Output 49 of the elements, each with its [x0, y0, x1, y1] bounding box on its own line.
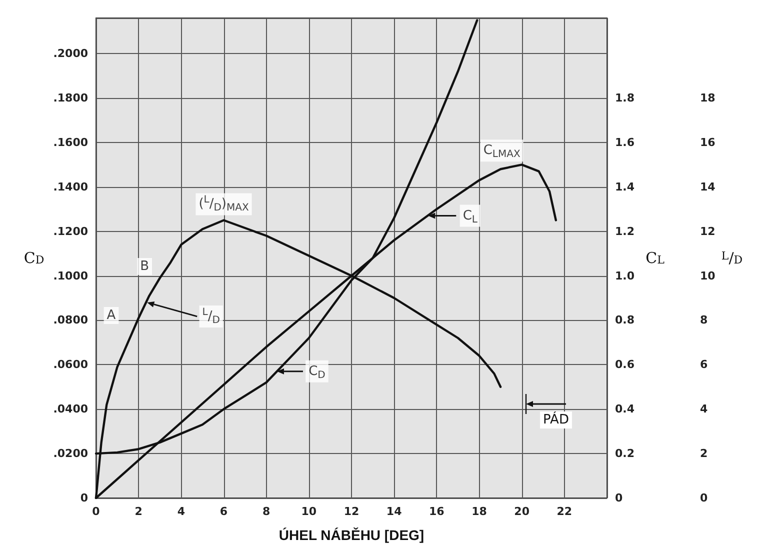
y2-tick-label: 0	[615, 492, 623, 504]
y-tick-label: .2000	[53, 47, 88, 60]
y-tick-label: .1000	[53, 269, 88, 282]
y-tick-label: .1600	[53, 136, 88, 149]
x-tick-label: 14	[386, 505, 402, 518]
y2-tick-label: 0.4	[615, 402, 635, 416]
y3-tick-label: 8	[700, 314, 708, 327]
x-axis-title: ÚHEL NÁBĚHU [DEG]	[278, 527, 424, 543]
y3-tick-label: 10	[700, 269, 716, 282]
y2-tick-label: 0.8	[615, 314, 634, 327]
y2-tick-label: 1.8	[615, 92, 634, 104]
x-tick-label: 12	[344, 505, 360, 518]
y-tick-label: .1400	[53, 180, 88, 194]
y3-tick-label: 14	[700, 180, 716, 194]
x-tick-label: 6	[220, 505, 228, 518]
x-tick-label: 0	[92, 505, 100, 518]
x-tick-label: 22	[556, 505, 572, 518]
annotation: B	[140, 258, 150, 274]
x-tick-label: 4	[177, 505, 186, 518]
y3-tick-label: 12	[700, 224, 716, 238]
y3-tick-label: 0	[700, 492, 708, 504]
y2-axis-title: CL	[646, 249, 666, 267]
y3-tick-label: 6	[700, 358, 708, 372]
y-tick-label: .1200	[53, 224, 88, 238]
y-axis-title: CD	[24, 249, 44, 267]
y2-tick-label: 0.6	[615, 358, 635, 372]
y2-tick-label: 0.2	[615, 447, 634, 460]
y-tick-label: .0800	[53, 314, 88, 327]
y3-tick-label: 16	[700, 136, 716, 149]
y-tick-label: 0	[80, 492, 88, 504]
y2-tick-label: 1.4	[615, 180, 635, 194]
x-tick-label: 8	[262, 505, 270, 518]
annotation: PÁD	[543, 410, 569, 428]
x-tick-label: 2	[134, 505, 142, 518]
y2-tick-label: 1.6	[615, 136, 635, 149]
y3-tick-label: 18	[700, 92, 716, 104]
x-tick-label: 20	[514, 505, 530, 518]
y3-tick-label: 4	[700, 402, 708, 416]
y2-tick-label: 1.2	[615, 224, 634, 238]
y-tick-label: .0600	[53, 358, 88, 372]
y2-tick-label: 1.0	[615, 269, 635, 282]
y3-tick-label: 2	[700, 447, 708, 460]
y-tick-label: .0200	[53, 447, 88, 460]
x-tick-label: 16	[429, 505, 445, 518]
annotation: A	[106, 308, 116, 323]
y-tick-label: .1800	[53, 92, 88, 104]
x-tick-label: 10	[301, 505, 317, 518]
y-tick-label: .0400	[53, 402, 88, 416]
x-tick-label: 18	[472, 505, 487, 518]
